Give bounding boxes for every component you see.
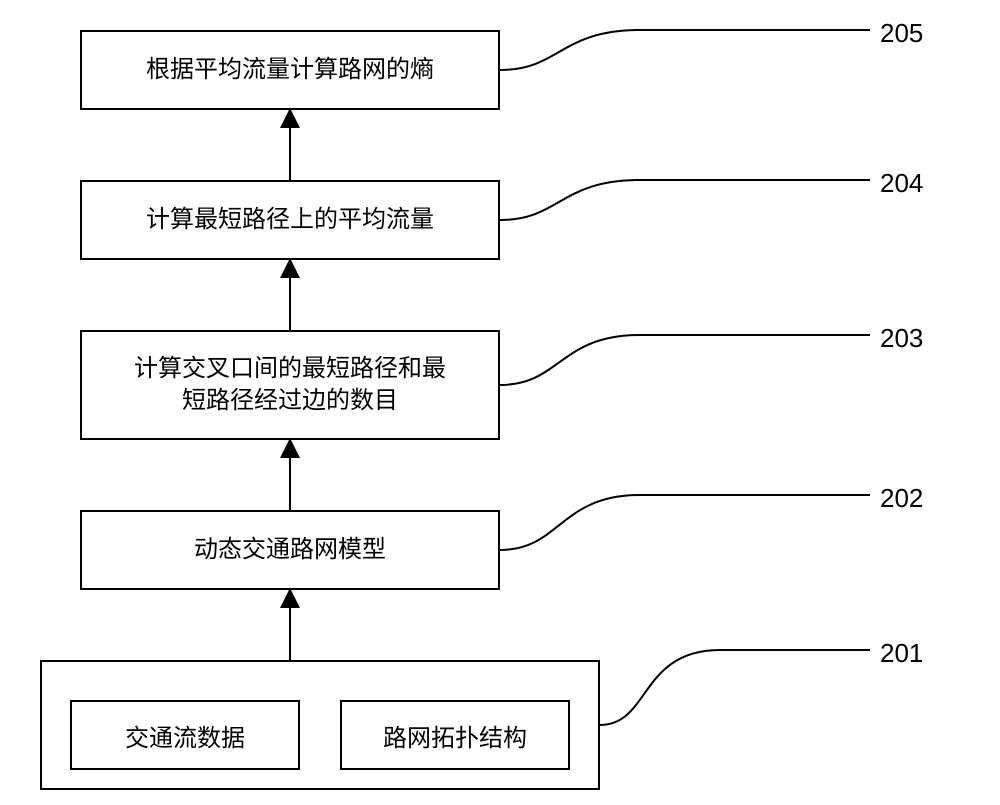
connector-205 [500, 30, 870, 70]
box-201a-text: 交通流数据 [125, 718, 245, 753]
box-202: 动态交通路网模型 [80, 510, 500, 590]
connector-203 [500, 335, 870, 385]
box-201-traffic-data: 交通流数据 [70, 700, 300, 770]
box-205-text: 根据平均流量计算路网的熵 [146, 54, 434, 86]
label-202: 202 [880, 483, 923, 514]
connector-204 [500, 180, 870, 220]
box-203-text: 计算交叉口间的最短路径和最 短路径经过边的数目 [134, 353, 446, 418]
connector-201 [600, 650, 870, 725]
label-205: 205 [880, 18, 923, 49]
box-203: 计算交叉口间的最短路径和最 短路径经过边的数目 [80, 330, 500, 440]
box-205: 根据平均流量计算路网的熵 [80, 30, 500, 110]
connector-202 [500, 495, 870, 550]
box-204: 计算最短路径上的平均流量 [80, 180, 500, 260]
box-201b-text: 路网拓扑结构 [383, 718, 527, 753]
box-204-text: 计算最短路径上的平均流量 [146, 204, 434, 236]
flowchart-diagram: 根据平均流量计算路网的熵 计算最短路径上的平均流量 计算交叉口间的最短路径和最 … [0, 0, 1000, 805]
box-202-text: 动态交通路网模型 [194, 534, 386, 566]
label-201: 201 [880, 638, 923, 669]
label-204: 204 [880, 168, 923, 199]
box-201-topology: 路网拓扑结构 [340, 700, 570, 770]
label-203: 203 [880, 323, 923, 354]
